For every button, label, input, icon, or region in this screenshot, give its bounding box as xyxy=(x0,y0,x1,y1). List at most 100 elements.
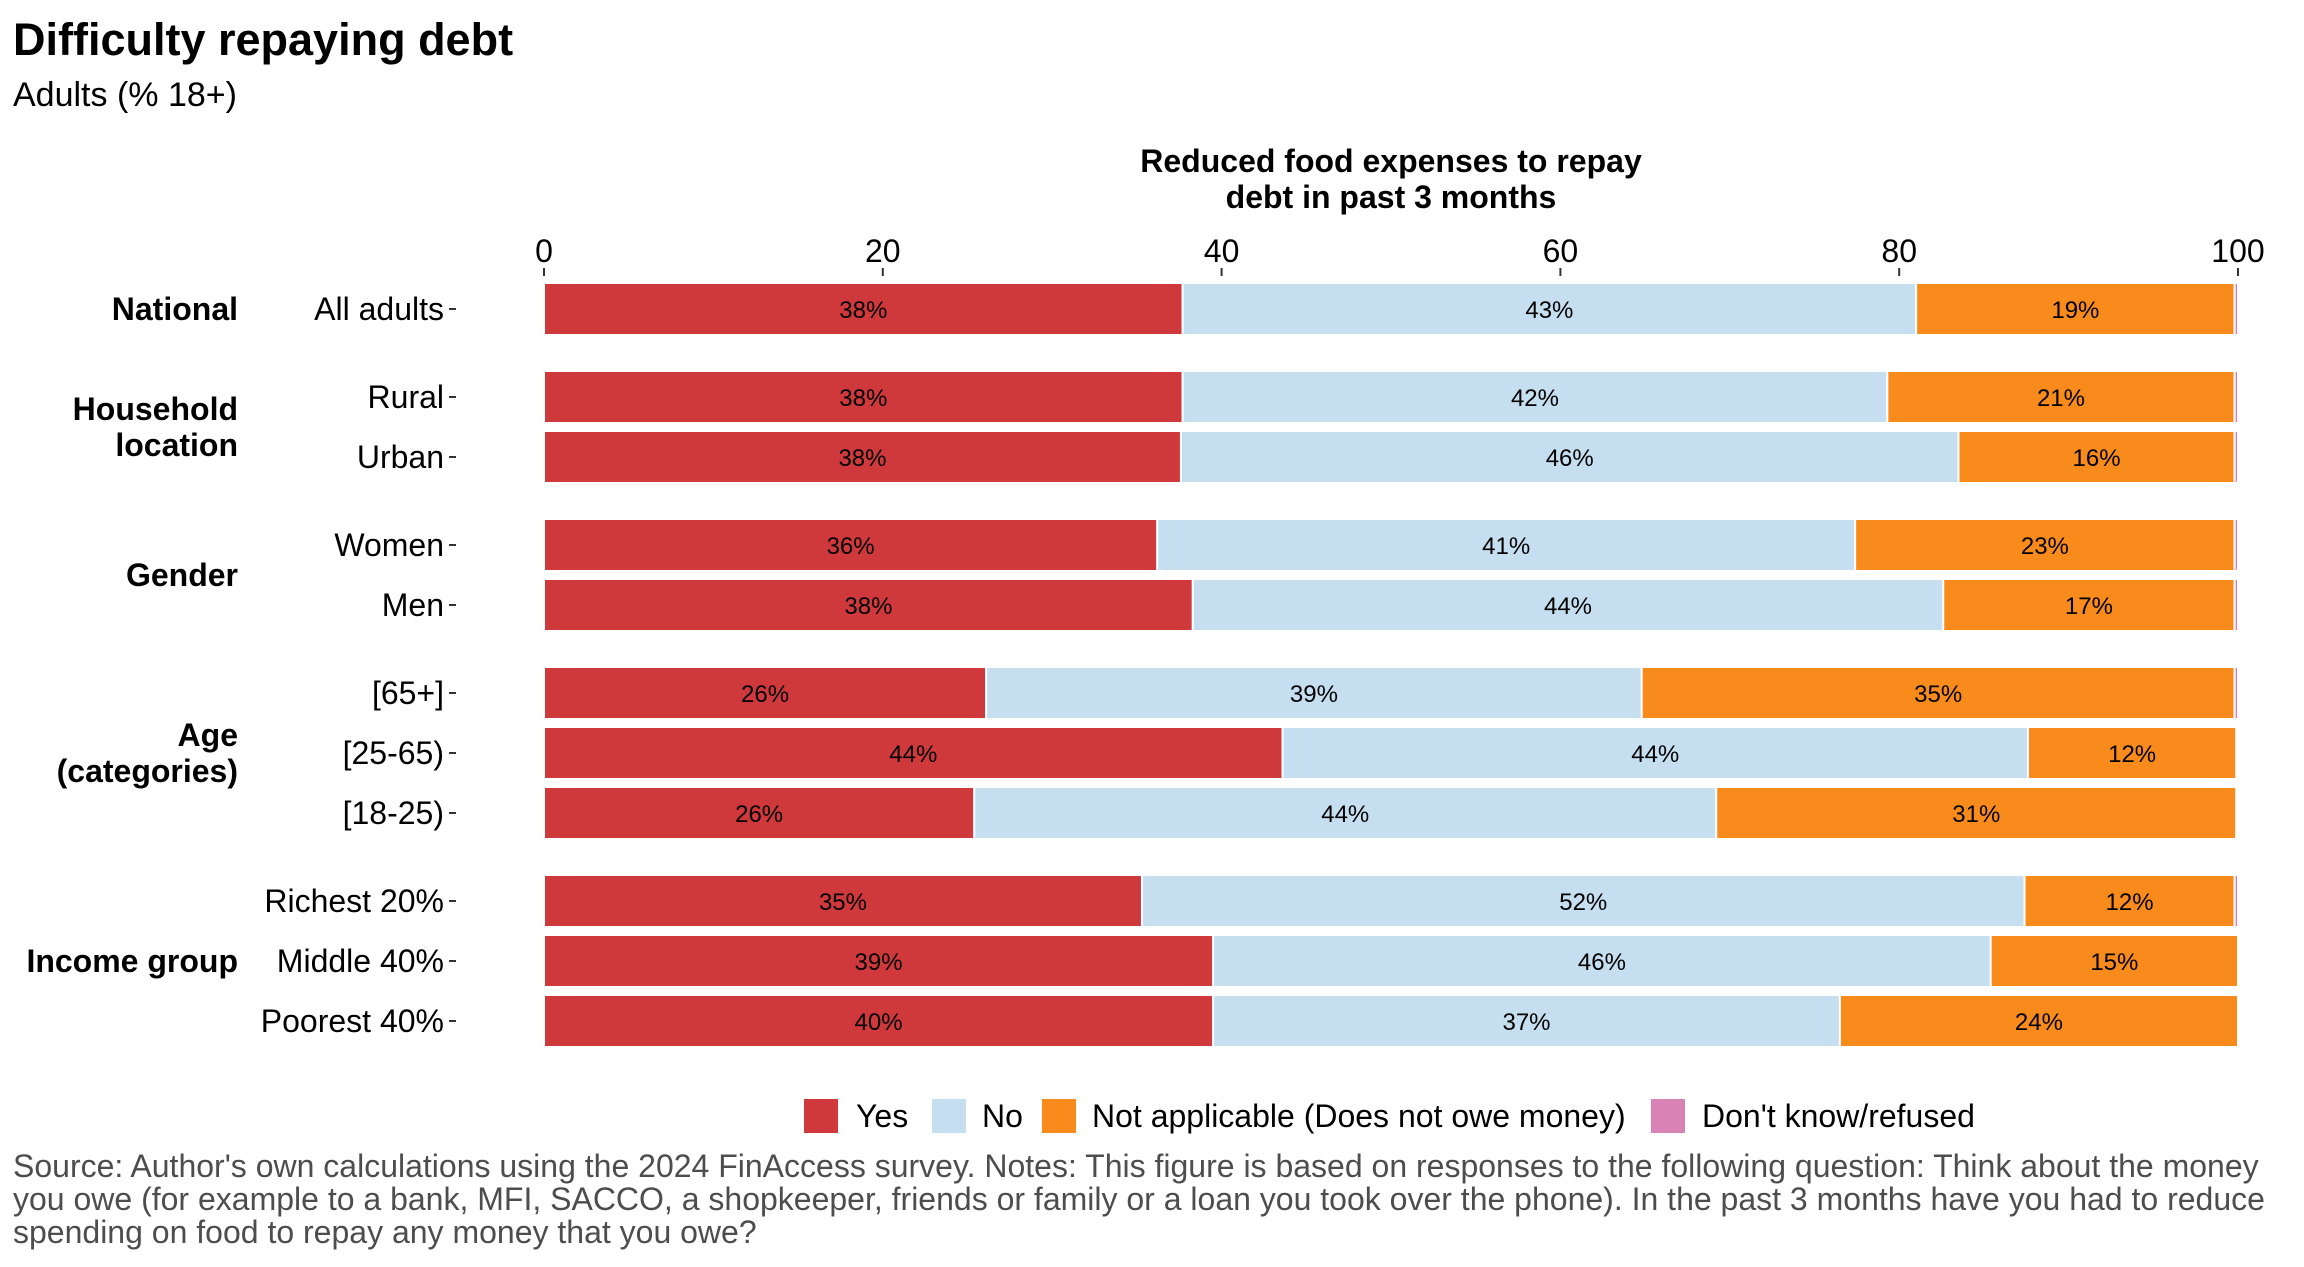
row-label: All adults xyxy=(314,291,444,327)
data-label: 46% xyxy=(1546,445,1594,472)
group-label: (categories) xyxy=(57,753,238,789)
bar-segment-not xyxy=(1915,282,2236,336)
legend-swatch xyxy=(804,1099,838,1133)
data-label: 15% xyxy=(2090,949,2138,976)
bar-segment-no xyxy=(1281,726,2029,780)
data-label: 42% xyxy=(1511,385,1559,412)
bar-segment-yes xyxy=(543,786,976,840)
row-label: [18-25) xyxy=(343,795,444,831)
bar-segment-dont xyxy=(2235,786,2239,840)
bar-segment-not xyxy=(1838,994,2240,1048)
bar-segment-dont xyxy=(2233,370,2240,424)
x-tick-label: 60 xyxy=(1543,233,1579,269)
data-label: 44% xyxy=(1321,801,1369,828)
bar-segment-not xyxy=(1854,518,2236,572)
x-axis-title-line-2: debt in past 3 months xyxy=(1226,179,1557,215)
group-label: Income group xyxy=(26,943,238,979)
bar-segment-dont xyxy=(2235,726,2239,780)
data-label: 16% xyxy=(2073,445,2121,472)
row-label: Poorest 40% xyxy=(261,1003,444,1039)
data-label: 12% xyxy=(2108,741,2156,768)
data-label: 38% xyxy=(844,593,892,620)
data-label: 38% xyxy=(839,297,887,324)
x-tick-label: 100 xyxy=(2211,233,2264,269)
bar-segment-no xyxy=(1181,282,1918,336)
data-label: 52% xyxy=(1559,889,1607,916)
data-label: 21% xyxy=(2037,385,2085,412)
data-label: 17% xyxy=(2065,593,2113,620)
bar-segment-dont xyxy=(2233,578,2240,632)
bar-segment-no xyxy=(1156,518,1857,572)
row-label: [25-65) xyxy=(343,735,444,771)
group-label: location xyxy=(115,427,238,463)
bar-segment-not xyxy=(1957,430,2236,484)
data-label: 19% xyxy=(2051,297,2099,324)
legend-label: No xyxy=(982,1098,1023,1134)
data-label: 12% xyxy=(2106,889,2154,916)
bar-segment-yes xyxy=(543,430,1182,484)
bar-segment-yes xyxy=(543,666,988,720)
data-label: 39% xyxy=(855,949,903,976)
data-label: 38% xyxy=(839,385,887,412)
legend-label: Don't know/refused xyxy=(1702,1098,1975,1134)
legend-swatch xyxy=(1042,1099,1076,1133)
data-label: 38% xyxy=(838,445,886,472)
chart-title: Difficulty repaying debt xyxy=(13,14,514,65)
row-label: Rural xyxy=(368,379,444,415)
bar-segment-dont xyxy=(2233,518,2240,572)
bar-segment-not xyxy=(2023,874,2236,928)
bar-segment-no xyxy=(1179,430,1960,484)
data-label: 40% xyxy=(855,1009,903,1036)
bar-segment-no xyxy=(985,666,1643,720)
bar-segment-dont xyxy=(2233,666,2240,720)
bar-segment-not xyxy=(1989,934,2240,988)
x-tick-label: 40 xyxy=(1204,233,1240,269)
bar-segment-not xyxy=(1942,578,2236,632)
bar-segment-dont xyxy=(2233,430,2240,484)
group-label: National xyxy=(112,291,238,327)
row-label: Urban xyxy=(357,439,444,475)
x-tick-label: 0 xyxy=(535,233,553,269)
data-label: 44% xyxy=(1631,741,1679,768)
bar-segment-no xyxy=(1212,934,1992,988)
legend-label: Yes xyxy=(856,1098,908,1134)
row-label: Richest 20% xyxy=(264,883,444,919)
group-label: Gender xyxy=(126,557,238,593)
x-axis-title-line-1: Reduced food expenses to repay xyxy=(1140,143,1642,179)
x-tick-label: 20 xyxy=(865,233,901,269)
data-label: 39% xyxy=(1290,681,1338,708)
data-label: 46% xyxy=(1578,949,1626,976)
data-label: 35% xyxy=(819,889,867,916)
legend-label: Not applicable (Does not owe money) xyxy=(1092,1098,1626,1134)
data-label: 44% xyxy=(1544,593,1592,620)
row-label: Men xyxy=(382,587,444,623)
bar-segment-dont xyxy=(2233,874,2240,928)
bar-segment-not xyxy=(1640,666,2236,720)
bar-segment-no xyxy=(973,786,1718,840)
data-label: 43% xyxy=(1525,297,1573,324)
row-label: Middle 40% xyxy=(277,943,444,979)
row-label: Women xyxy=(334,527,444,563)
data-label: 26% xyxy=(735,801,783,828)
x-tick-label: 80 xyxy=(1881,233,1917,269)
source-note: Source: Author's own calculations using … xyxy=(13,1148,2265,1250)
bar-segment-yes xyxy=(543,518,1159,572)
data-label: 37% xyxy=(1502,1009,1550,1036)
data-label: 41% xyxy=(1482,533,1530,560)
data-label: 35% xyxy=(1914,681,1962,708)
bar-segment-no xyxy=(1140,874,2026,928)
bar-segment-no xyxy=(1212,994,1841,1048)
legend-swatch xyxy=(1651,1099,1685,1133)
data-label: 31% xyxy=(1952,801,2000,828)
data-label: 26% xyxy=(741,681,789,708)
bar-segment-yes xyxy=(543,874,1143,928)
group-label: Household xyxy=(73,391,238,427)
data-label: 44% xyxy=(889,741,937,768)
data-label: 23% xyxy=(2021,533,2069,560)
group-label: Age xyxy=(178,717,238,753)
data-label: 36% xyxy=(827,533,875,560)
bar-segment-not xyxy=(1886,370,2236,424)
legend-swatch xyxy=(932,1099,966,1133)
bar-segment-dont xyxy=(2233,282,2240,336)
